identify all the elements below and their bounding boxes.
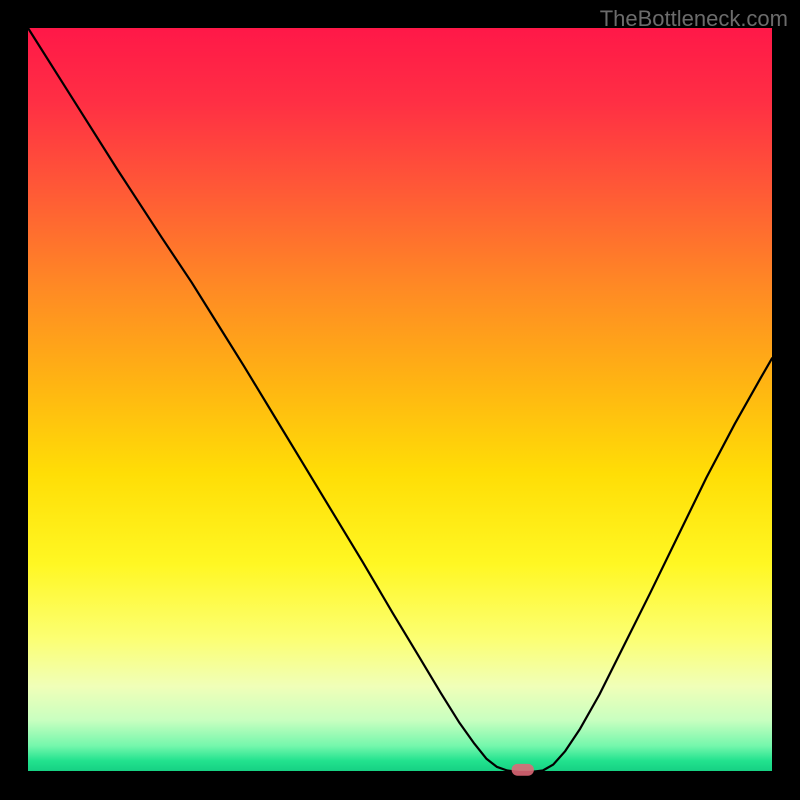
watermark-text: TheBottleneck.com [600,6,788,32]
bottleneck-chart [0,0,800,800]
optimal-marker [512,764,534,776]
plot-background [28,28,772,772]
chart-frame: TheBottleneck.com [0,0,800,800]
